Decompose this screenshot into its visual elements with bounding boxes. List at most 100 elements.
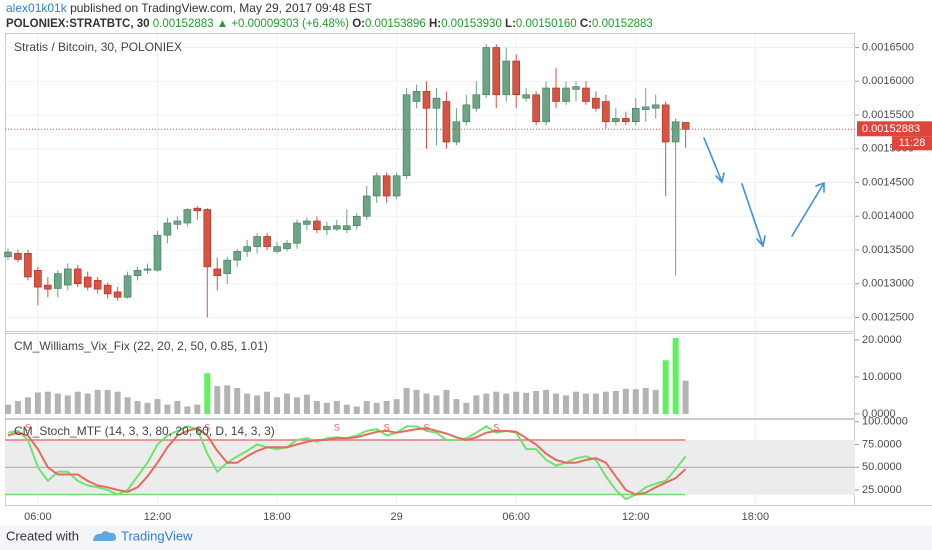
stoch-line <box>7 427 687 496</box>
candle-body <box>382 175 391 197</box>
header-line-1: alex01k01k published on TradingView.com,… <box>6 1 373 15</box>
y-tick-label: 0.0013000 <box>862 278 914 290</box>
candle-body <box>273 246 281 252</box>
candle-body <box>392 175 401 197</box>
candle-body <box>63 268 72 286</box>
vix-bar <box>313 400 320 414</box>
candle-body <box>512 60 520 96</box>
candle-body <box>203 209 212 268</box>
y-tick-label: 0.0013500 <box>862 244 914 256</box>
candle-body <box>681 122 690 130</box>
candle-body <box>73 268 82 285</box>
candle-body <box>342 225 351 231</box>
candle-body <box>253 236 261 247</box>
vix-bar <box>64 395 71 414</box>
vix-bar <box>214 386 221 414</box>
x-tick-label: 18:00 <box>742 511 770 523</box>
candle-body <box>572 86 580 90</box>
vix-bar <box>84 393 91 414</box>
candle-body <box>113 291 122 298</box>
vix-bar <box>44 391 51 414</box>
signal-label: S <box>204 422 210 432</box>
vix-bar <box>543 389 550 414</box>
vix-bar <box>682 380 689 414</box>
candle-body <box>293 222 301 244</box>
panel-title: CM_Stoch_MTF (14, 3, 3, 80, 20, 60, D, 1… <box>14 424 275 438</box>
x-tick-label: 06:00 <box>502 511 530 523</box>
candle-body <box>243 246 251 252</box>
vix-bar <box>602 391 609 414</box>
candle-body <box>133 269 142 276</box>
vix-bar <box>94 389 101 414</box>
countdown-box <box>892 136 932 151</box>
footer-brand[interactable]: TradingView <box>121 528 193 543</box>
vix-bar <box>134 400 141 414</box>
vix-bar <box>582 393 589 414</box>
x-tick-label: 12:00 <box>622 511 650 523</box>
candle-body <box>163 222 172 236</box>
vix-bar <box>293 397 300 414</box>
vix-bar <box>194 404 201 414</box>
candle-body <box>263 236 271 247</box>
vix-bar <box>333 400 340 414</box>
vix-bar <box>224 385 231 414</box>
vix-bar <box>363 400 370 414</box>
published: published on TradingView.com, May 29, 20… <box>70 1 373 15</box>
vix-bar <box>423 393 430 414</box>
close-value: 0.00152883 <box>592 18 653 30</box>
footer-background <box>0 526 932 550</box>
author[interactable]: alex01k01k <box>6 1 68 15</box>
countdown-label: 11:28 <box>899 137 926 149</box>
vix-bar <box>254 395 261 414</box>
candle-body <box>562 87 570 102</box>
vix-bar <box>144 402 151 414</box>
panel-title: CM_Williams_Vix_Fix (22, 20, 2, 50, 0.85… <box>14 339 268 353</box>
candle-body <box>233 251 241 261</box>
y-tick-label: 20.0000 <box>862 334 902 346</box>
vix-bar <box>662 360 669 414</box>
vix-bar <box>413 389 420 414</box>
vix-bar <box>483 393 490 414</box>
vix-bar <box>652 389 659 414</box>
vix-bar <box>323 402 330 414</box>
candle-body <box>153 234 162 271</box>
vix-bar <box>523 392 530 414</box>
y-tick-label: 100.0000 <box>862 416 908 428</box>
vix-bar <box>403 388 410 414</box>
vix-bar <box>4 404 11 414</box>
vix-bar <box>274 397 281 414</box>
vix-bar <box>533 390 540 414</box>
candle-body <box>283 242 291 249</box>
candle-body <box>651 104 660 109</box>
vix-bar <box>244 393 251 414</box>
candle-body <box>492 47 501 96</box>
candle-body <box>183 209 192 224</box>
last-price-label: 0.00152883 <box>862 123 920 135</box>
vix-panel-frame <box>5 333 855 419</box>
vix-bar <box>34 392 41 414</box>
vix-bar <box>184 406 191 414</box>
marks-layer: 06:00 12:00 18:00 29 06:00 12:00 18:00 0.001250… <box>4 40 932 523</box>
price: 0.00152883 <box>153 18 214 30</box>
candle-body <box>432 97 441 109</box>
y-tick-label: 10.0000 <box>862 371 902 383</box>
vix-bar <box>104 389 111 414</box>
vix-bar <box>632 389 639 414</box>
vix-bar <box>373 402 380 414</box>
y-tick-label: 0.0014000 <box>862 210 914 222</box>
candle-body <box>24 253 32 278</box>
candle-body <box>352 215 361 226</box>
low-value: 0.00150160 <box>516 18 577 30</box>
candle-body <box>83 276 92 288</box>
y-tick-label: 0.0016000 <box>862 75 914 87</box>
x-tick-label: 12:00 <box>144 511 172 523</box>
y-tick-label: 0.0016500 <box>862 41 914 53</box>
y-tick-label: 75.0000 <box>862 438 902 450</box>
candle-body <box>4 251 12 258</box>
x-tick-label: 18:00 <box>263 511 291 523</box>
candle-body <box>402 94 411 177</box>
candle-body <box>193 207 202 212</box>
candle-body <box>612 118 620 123</box>
vix-bar <box>622 388 629 414</box>
